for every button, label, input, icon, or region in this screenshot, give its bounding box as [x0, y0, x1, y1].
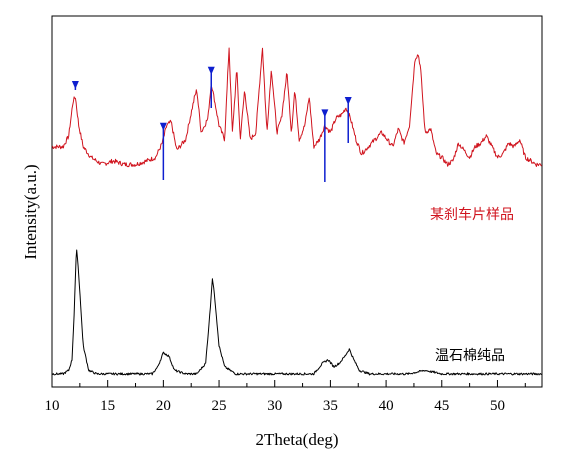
- x-tick-label: 30: [267, 398, 282, 414]
- x-tick-label: 25: [212, 398, 227, 414]
- plot-frame: [51, 15, 543, 388]
- series-label-chrysotile: 温石棉纯品: [435, 347, 505, 364]
- series-lines: [51, 47, 543, 376]
- series-line-chrysotile: [51, 249, 543, 376]
- x-axis-tick-labels: 10 15 20 25 30 35 40 45 50: [45, 398, 505, 414]
- plot-area: [51, 15, 543, 388]
- series-line-sample: [51, 47, 542, 168]
- peak-arrow: [71, 81, 79, 90]
- peak-arrow: [207, 66, 215, 108]
- peak-arrows: [71, 66, 352, 182]
- peak-arrow: [344, 96, 352, 143]
- x-tick-label: 15: [100, 398, 115, 414]
- x-axis-ticks: [51, 380, 526, 387]
- x-tick-label: 45: [434, 398, 449, 414]
- x-tick-label: 35: [323, 398, 338, 414]
- peak-arrow: [321, 109, 329, 182]
- x-tick-label: 10: [45, 398, 60, 414]
- peak-arrow: [159, 122, 167, 180]
- x-tick-label: 40: [379, 398, 394, 414]
- series-label-sample: 某刹车片样品: [430, 206, 514, 223]
- x-tick-label: 20: [156, 398, 171, 414]
- x-tick-label: 50: [490, 398, 505, 414]
- x-axis-label: 2Theta(deg): [255, 430, 338, 449]
- y-axis-label: Intensity(a.u.): [21, 164, 40, 259]
